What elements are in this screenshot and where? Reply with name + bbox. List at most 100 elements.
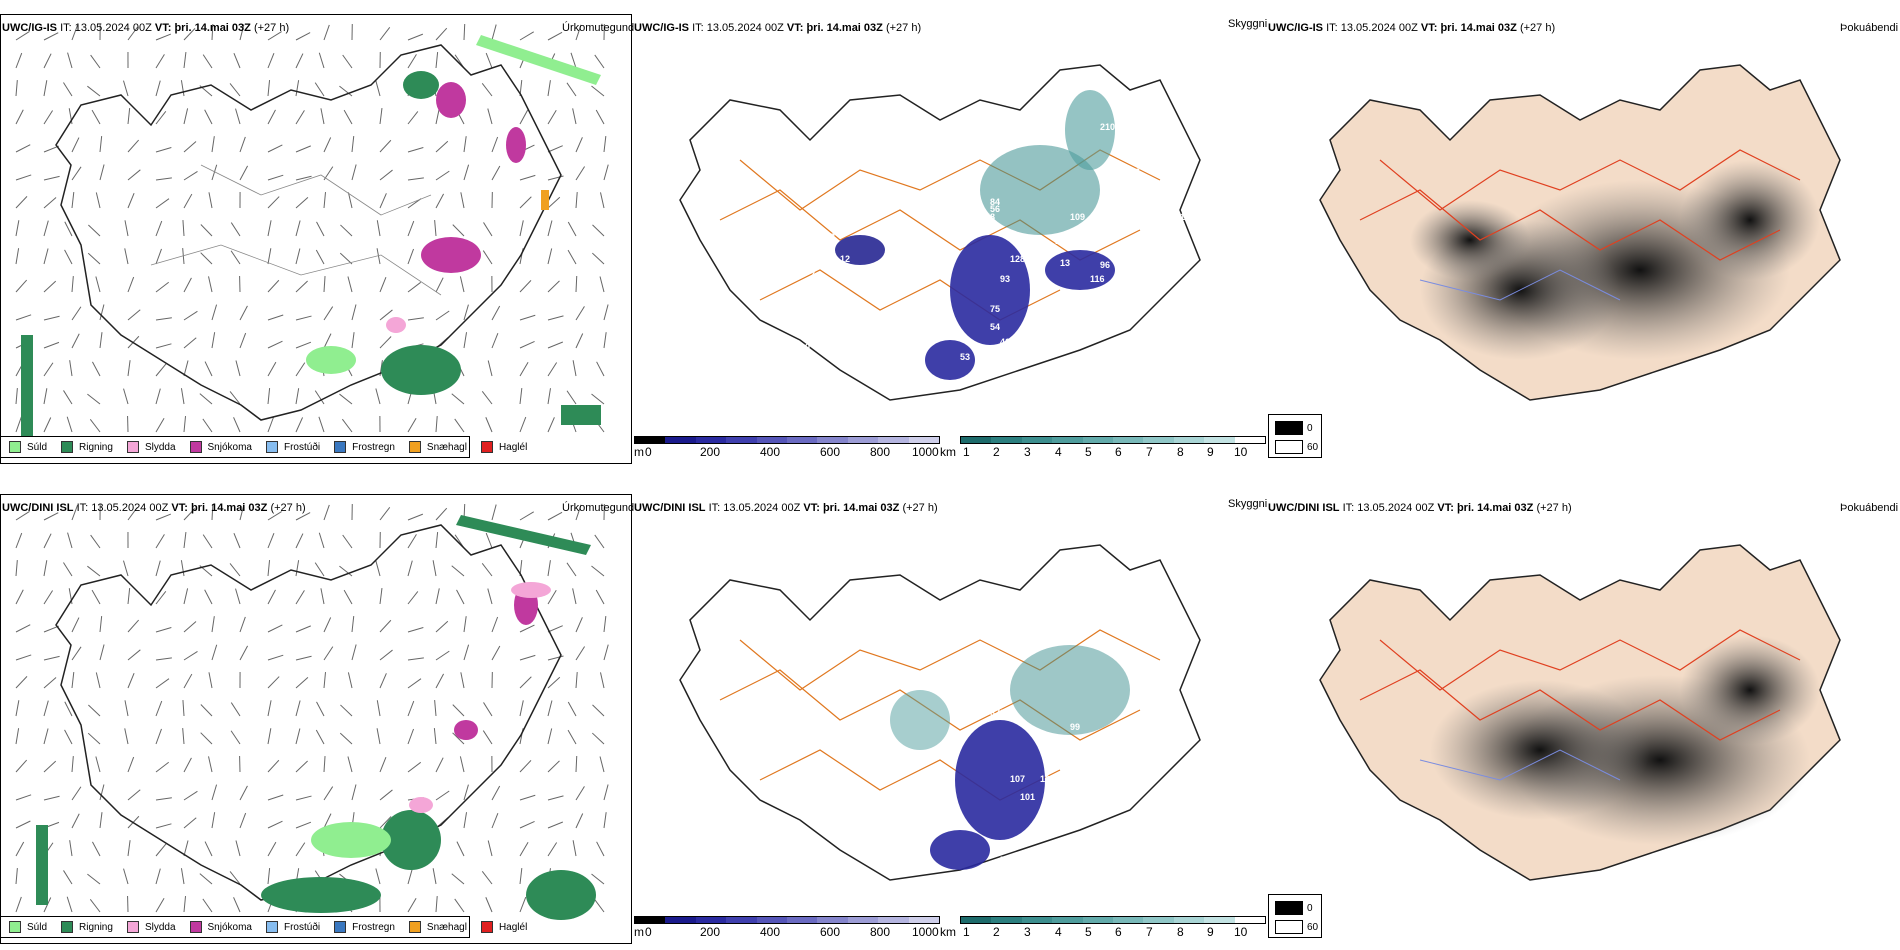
visibility-value-label: 93 <box>1000 274 1010 284</box>
colorbar-segment <box>787 437 818 443</box>
wind-barb <box>318 416 325 433</box>
wind-barb <box>71 166 82 181</box>
wind-barb <box>591 873 605 885</box>
wind-barb <box>315 729 325 745</box>
wind-barb <box>239 136 246 153</box>
wind-barb <box>603 784 609 801</box>
colorbar-segment <box>726 917 757 923</box>
wind-barb <box>379 309 393 321</box>
visibility-value-label: 258 <box>980 212 995 222</box>
wind-barb <box>127 108 131 125</box>
wind-barb <box>155 560 161 577</box>
wind-barb <box>575 306 585 321</box>
wind-barb <box>343 589 353 605</box>
wind-barb <box>376 700 381 717</box>
wind-barb <box>211 616 215 633</box>
visibility-value-label: 116 <box>1090 274 1105 284</box>
wind-barb <box>204 841 213 857</box>
wind-barb <box>567 729 577 745</box>
wind-barb <box>433 728 437 745</box>
wind-barb <box>295 362 306 377</box>
wind-barb <box>211 503 214 521</box>
wind-barb <box>575 192 578 209</box>
colorbar-segment <box>1204 917 1235 923</box>
visibility-title-top: Skyggni <box>1228 18 1268 30</box>
wind-barb <box>200 704 213 717</box>
wind-barb <box>15 820 31 829</box>
wind-barb <box>267 868 271 885</box>
wind-barb <box>314 562 325 577</box>
wind-barb <box>71 756 74 773</box>
wind-barb <box>435 757 444 773</box>
wind-barb <box>155 797 172 801</box>
wind-barb <box>239 24 245 41</box>
wind-barb <box>183 52 187 69</box>
wind-barb <box>15 174 32 181</box>
wind-barb <box>183 108 189 125</box>
wind-barb <box>183 532 187 549</box>
wind-barb <box>379 673 387 689</box>
visibility-map-bottom: 6732810710110813696159861524448576053571… <box>679 544 1201 894</box>
wind-barb <box>123 868 129 885</box>
wind-barb <box>459 756 465 773</box>
wind-barb <box>491 645 501 661</box>
wind-barb <box>451 565 465 577</box>
visibility-value-label: 48 <box>1040 857 1050 867</box>
wind-barb <box>434 700 437 717</box>
wind-barb <box>347 672 353 689</box>
wind-barb <box>233 897 241 913</box>
wind-barb <box>323 333 332 349</box>
visibility-value-label: 96 <box>1130 784 1140 794</box>
visibility-colorbar-bottom <box>960 916 1266 924</box>
visibility-value-label: 12 <box>840 254 850 264</box>
wind-barb <box>594 898 605 913</box>
wind-barb <box>547 625 563 633</box>
colorbar-segment <box>1143 917 1174 923</box>
wind-barb <box>407 111 419 125</box>
wind-barb <box>155 220 163 237</box>
wind-barb <box>99 784 105 801</box>
wind-barb <box>71 306 82 321</box>
wind-barb <box>459 276 465 293</box>
wind-barb <box>155 80 161 97</box>
wind-barb <box>199 873 213 885</box>
wind-barb <box>463 136 467 153</box>
wind-barb <box>295 196 309 209</box>
wind-barb <box>155 417 165 433</box>
wind-barb <box>95 672 101 689</box>
colorbar-segment <box>695 917 727 923</box>
wind-barb <box>267 589 276 605</box>
wind-barb <box>491 24 497 41</box>
wind-barb <box>267 532 275 549</box>
wind-barb <box>295 80 300 97</box>
ceiling-colorbar-bottom <box>634 916 940 924</box>
wind-barb <box>43 197 57 209</box>
wind-barb <box>339 732 353 745</box>
wind-barb <box>87 732 101 745</box>
wind-barb <box>491 616 499 633</box>
wind-barb <box>376 248 381 265</box>
precip-legend-top: Súld Rigning Slydda Snjókoma Frostúði Fr… <box>0 436 527 458</box>
wind-barb <box>92 841 101 857</box>
wind-barb <box>15 279 28 293</box>
wind-barb <box>340 704 353 717</box>
wind-barb <box>15 624 31 633</box>
wind-barb <box>603 332 607 349</box>
wind-barb <box>599 192 605 209</box>
wind-barb <box>295 795 312 801</box>
wind-barb <box>15 109 24 125</box>
wind-barb <box>15 510 30 521</box>
wind-barb <box>295 821 312 829</box>
wind-barb <box>183 337 197 349</box>
wind-barb <box>71 786 82 801</box>
wind-barb <box>314 82 325 97</box>
rain-area <box>21 71 601 445</box>
wind-barb <box>547 700 553 717</box>
wind-barb <box>230 702 241 717</box>
wind-barb <box>407 657 424 661</box>
wind-barb <box>379 789 393 801</box>
precip-type-panel-top <box>0 14 632 464</box>
wind-barb <box>267 728 272 745</box>
wind-barb <box>43 341 60 349</box>
wind-barb <box>95 192 101 209</box>
